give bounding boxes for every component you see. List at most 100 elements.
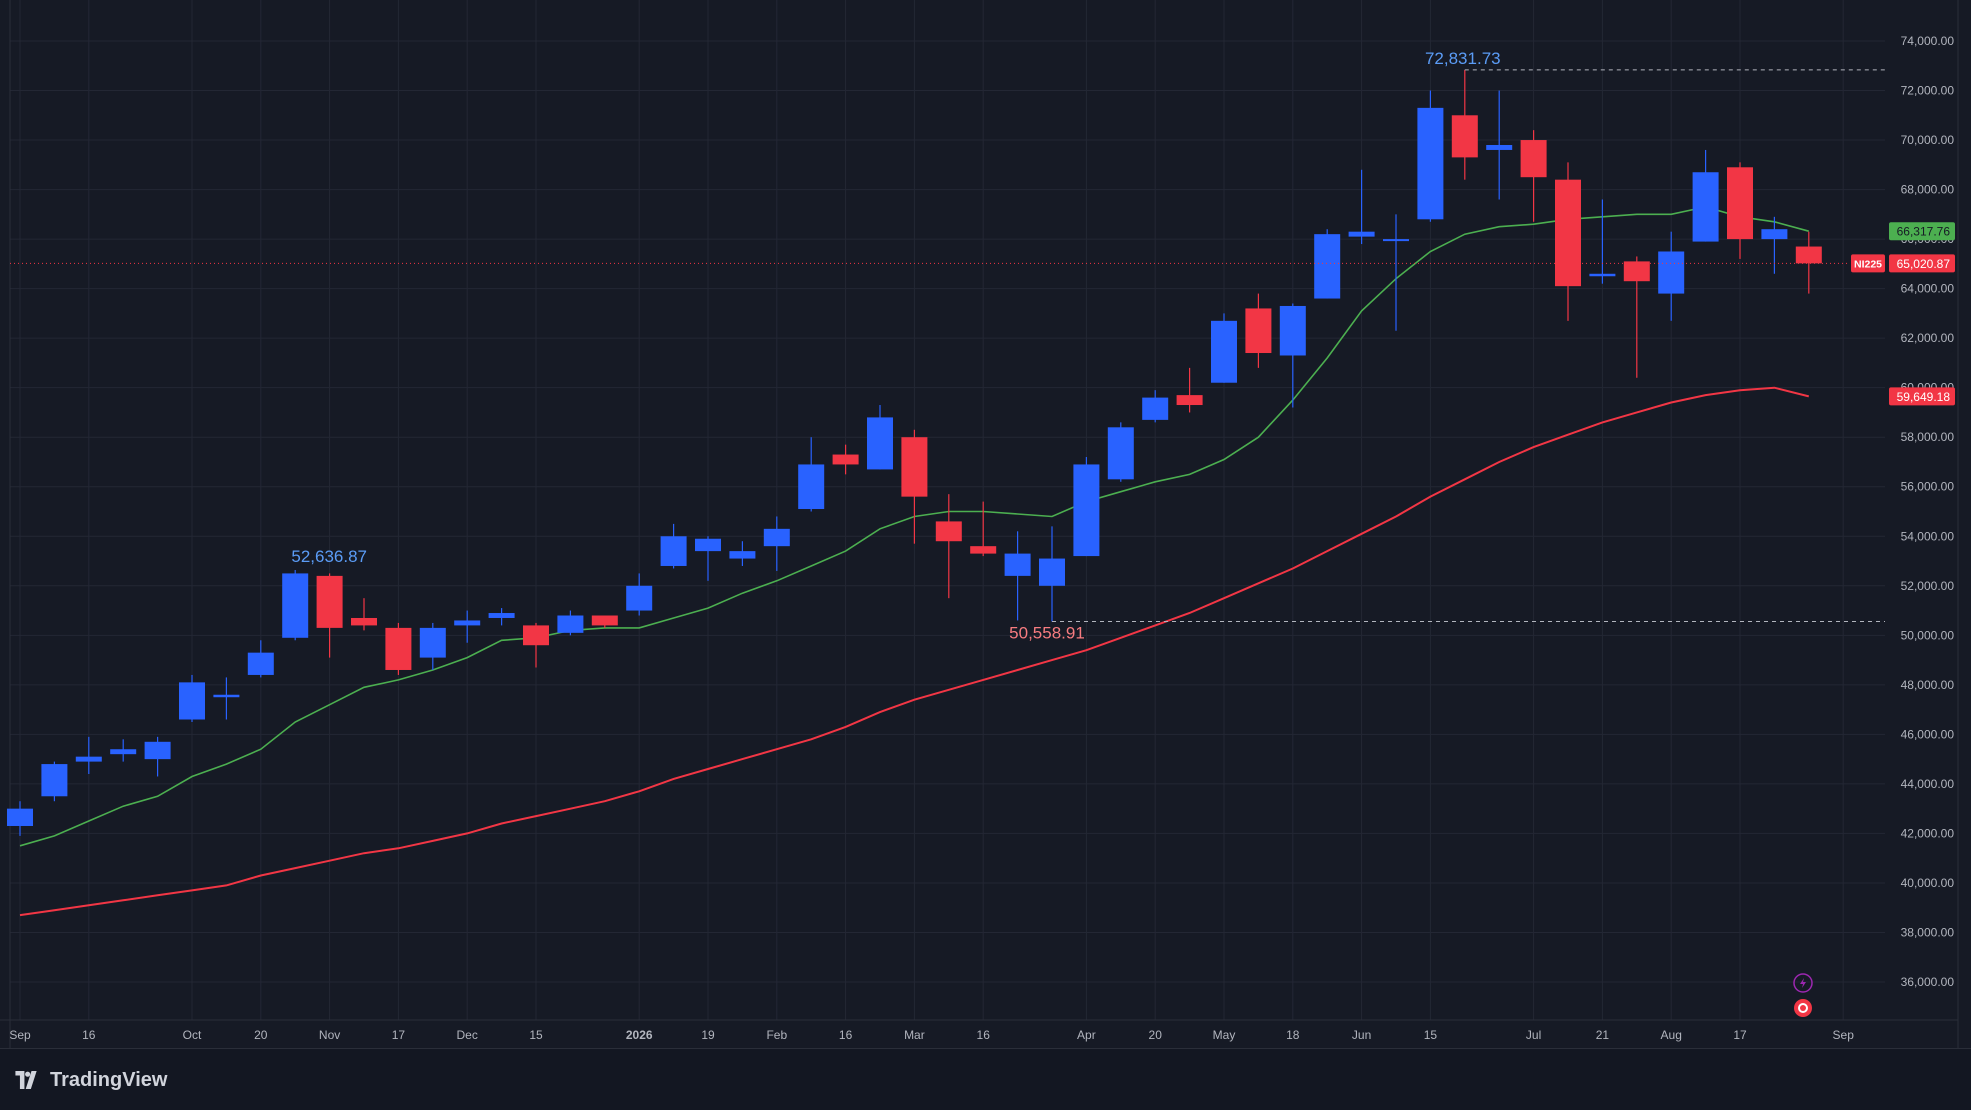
price-tag-text: 59,649.18 bbox=[1897, 390, 1951, 404]
chart-area[interactable]: 72,831.73 50,558.91 52,636.87 36,000.00 38,… bbox=[0, 0, 1971, 1048]
time-tick-label: Jun bbox=[1352, 1028, 1371, 1042]
time-tick-label: Feb bbox=[766, 1028, 787, 1042]
candle bbox=[488, 608, 515, 626]
candle-body bbox=[1004, 553, 1031, 576]
price-tick-label: 74,000.00 bbox=[1901, 34, 1955, 48]
moving-average-long-line bbox=[19, 386, 1810, 917]
time-tick-label: 15 bbox=[1424, 1028, 1438, 1042]
symbol-tag-text: NI225 bbox=[1854, 258, 1882, 270]
symbol-tag-background bbox=[1851, 254, 1885, 273]
price-tick-label: 44,000.00 bbox=[1901, 777, 1955, 791]
candle-body bbox=[591, 615, 618, 626]
low-price-label: 50,558.91 bbox=[1009, 623, 1085, 642]
candle bbox=[1211, 313, 1237, 383]
candle bbox=[1383, 214, 1409, 331]
candle-body bbox=[1142, 397, 1169, 420]
price-axis[interactable]: 36,000.00 38,000.00 40,000.00 42,000.00 44,0… bbox=[1851, 34, 1955, 989]
price-tag[interactable]: 66,317.76 bbox=[1889, 222, 1955, 241]
candle bbox=[1486, 90, 1513, 200]
candle-body bbox=[1486, 145, 1513, 150]
price-tick-label: 58,000.00 bbox=[1901, 430, 1955, 444]
candle bbox=[351, 598, 377, 631]
candle bbox=[1451, 69, 1478, 180]
candle-body bbox=[41, 764, 68, 797]
price-tick-label: 46,000.00 bbox=[1901, 727, 1955, 741]
price-tag-background bbox=[1889, 222, 1955, 241]
candle bbox=[1142, 390, 1169, 423]
candle-body bbox=[1795, 246, 1822, 264]
candle bbox=[213, 677, 240, 720]
candle-body bbox=[557, 615, 584, 633]
candle bbox=[660, 523, 687, 569]
candle bbox=[1555, 162, 1581, 321]
candle bbox=[1245, 293, 1272, 368]
candle-body bbox=[1176, 395, 1203, 406]
price-tick-label: 48,000.00 bbox=[1901, 678, 1955, 692]
candle bbox=[144, 736, 171, 777]
price-tick-label: 70,000.00 bbox=[1901, 133, 1955, 147]
price-tick-label: 72,000.00 bbox=[1901, 84, 1955, 98]
candle-body bbox=[1245, 308, 1272, 354]
candle bbox=[935, 494, 962, 599]
candle bbox=[75, 736, 102, 774]
candle-body bbox=[1107, 427, 1134, 480]
record-icon[interactable] bbox=[1794, 999, 1812, 1017]
candle bbox=[1692, 149, 1719, 242]
candle-body bbox=[626, 585, 653, 611]
candle bbox=[1727, 162, 1753, 259]
candle bbox=[763, 516, 790, 571]
price-tick-label: 52,000.00 bbox=[1901, 579, 1955, 593]
price-tick-label: 56,000.00 bbox=[1901, 480, 1955, 494]
price-tag-background bbox=[1889, 254, 1955, 273]
price-tick-label: 68,000.00 bbox=[1901, 183, 1955, 197]
price-tick-label: 36,000.00 bbox=[1901, 975, 1955, 989]
candle-body bbox=[1348, 231, 1375, 237]
candle-body bbox=[1520, 140, 1547, 178]
candle-body bbox=[1451, 115, 1478, 158]
time-tick-label: Dec bbox=[457, 1028, 478, 1042]
time-tick-label: 17 bbox=[392, 1028, 406, 1042]
candle bbox=[419, 622, 446, 670]
candle-body bbox=[454, 620, 481, 626]
time-tick-label: Mar bbox=[904, 1028, 925, 1042]
candle-body bbox=[1623, 261, 1650, 282]
candle-body bbox=[832, 454, 859, 465]
time-tick-label: 20 bbox=[1149, 1028, 1163, 1042]
candle bbox=[1107, 422, 1134, 482]
candle-body bbox=[7, 808, 33, 826]
candle-body bbox=[1761, 229, 1788, 240]
candle bbox=[1520, 130, 1547, 222]
candle-body bbox=[1658, 251, 1685, 294]
candle-body bbox=[316, 575, 343, 628]
candle-body bbox=[213, 694, 240, 698]
price-tag[interactable]: 59,649.18 bbox=[1889, 387, 1955, 406]
price-chart[interactable]: 72,831.73 50,558.91 52,636.87 36,000.00 38,… bbox=[0, 0, 1971, 1048]
time-tick-label: 17 bbox=[1733, 1028, 1747, 1042]
candle bbox=[832, 444, 859, 475]
annotations: 72,831.73 50,558.91 52,636.87 bbox=[10, 49, 1885, 642]
high-price-label: 72,831.73 bbox=[1425, 49, 1501, 68]
candle bbox=[1073, 457, 1100, 557]
time-axis[interactable]: Sep 16 Oct 20 Nov 17 Dec 15 2026 19 Feb 16 Mar 16 Apr 2… bbox=[0, 1019, 1958, 1042]
time-tick-label: 20 bbox=[254, 1028, 268, 1042]
price-tag[interactable]: 65,020.87 bbox=[1889, 254, 1955, 273]
candle-body bbox=[935, 521, 962, 542]
lightning-icon[interactable] bbox=[1793, 973, 1813, 993]
tradingview-logo[interactable]: TradingView bbox=[12, 1069, 167, 1091]
candle bbox=[41, 761, 68, 802]
symbol-tag[interactable]: NI225 bbox=[1851, 254, 1885, 273]
candle-body bbox=[282, 573, 309, 638]
time-tick-label: Sep bbox=[9, 1028, 31, 1042]
candle bbox=[523, 622, 549, 668]
price-tag-text: 66,317.76 bbox=[1897, 225, 1951, 239]
time-tick-label: Oct bbox=[183, 1028, 202, 1042]
candle-body bbox=[867, 417, 893, 470]
candle-body bbox=[179, 682, 205, 720]
candle bbox=[695, 536, 721, 581]
candle bbox=[1795, 231, 1822, 294]
candle bbox=[867, 405, 893, 470]
candle-body bbox=[144, 741, 171, 760]
candle bbox=[454, 610, 481, 643]
time-tick-label: Sep bbox=[1833, 1028, 1855, 1042]
candle bbox=[385, 622, 412, 675]
